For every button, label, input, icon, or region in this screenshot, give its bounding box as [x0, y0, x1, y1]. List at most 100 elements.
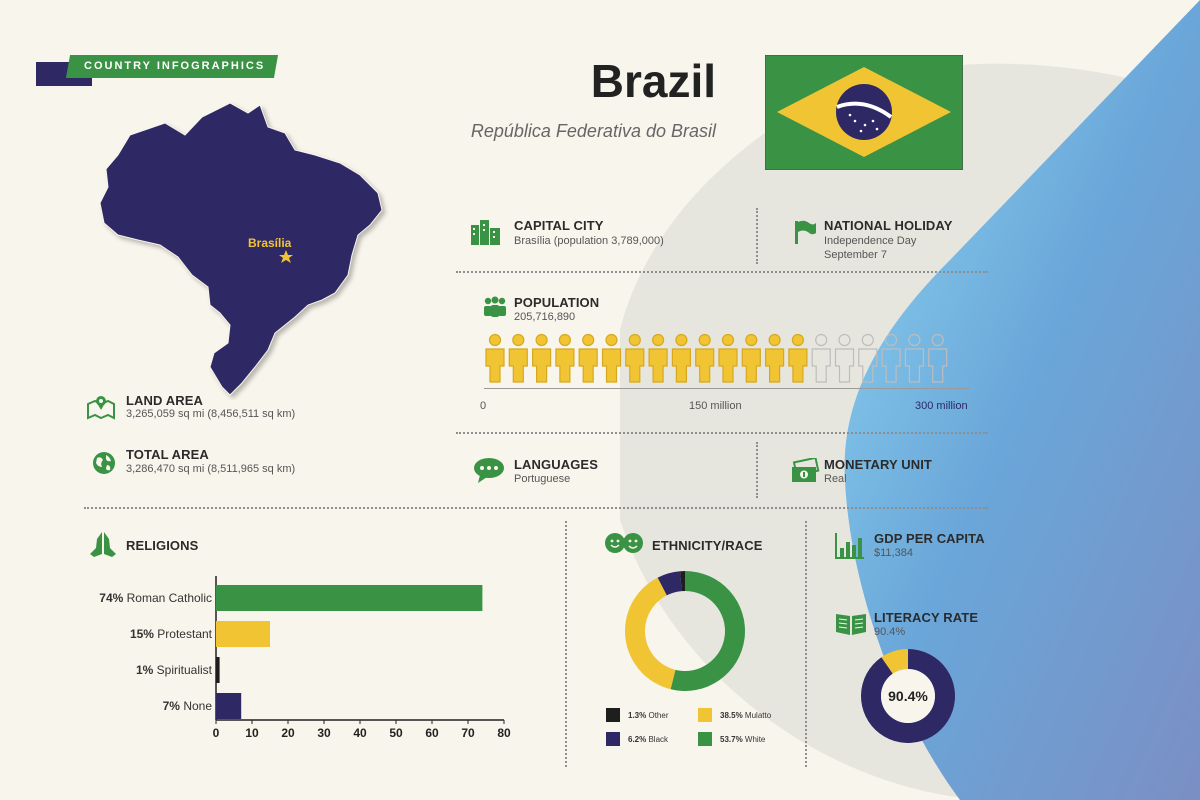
banner-label: COUNTRY INFOGRAPHICS — [84, 60, 266, 72]
x-tick-label: 40 — [353, 726, 367, 740]
person-icon-filled — [671, 333, 691, 383]
divider-line — [456, 271, 988, 273]
person-icon-empty — [928, 333, 948, 383]
legend-swatch-white — [698, 732, 712, 746]
religions-title: RELIGIONS — [126, 538, 199, 553]
map-capital-label: Brasília — [248, 236, 292, 250]
globe-icon — [93, 452, 115, 474]
legend-item-white: 53.7% White — [720, 735, 766, 744]
person-icon-filled — [625, 333, 645, 383]
donut-slice — [657, 571, 682, 596]
land-area-value: 3,265,059 sq mi (8,456,511 sq km) — [126, 408, 296, 420]
donut-slice — [680, 571, 685, 592]
blue-swoosh-shape — [844, 0, 1200, 800]
bar-category-label: 7% None — [163, 699, 213, 713]
bar-category-label: 74% Roman Catholic — [99, 591, 212, 605]
praying-hands-icon — [90, 532, 116, 557]
x-tick-label: 10 — [245, 726, 259, 740]
donut-hole — [881, 669, 935, 723]
person-icon-empty — [834, 333, 855, 383]
brazil-flag — [765, 55, 963, 170]
languages-value: Portuguese — [514, 473, 571, 485]
person-icon-filled — [648, 333, 668, 383]
population-title: POPULATION — [514, 295, 600, 310]
divider-line — [456, 432, 988, 434]
faces-icon — [605, 533, 643, 553]
divider-line — [805, 521, 807, 767]
flag-icon — [795, 220, 816, 244]
holiday-title: NATIONAL HOLIDAY — [824, 218, 953, 233]
person-icon-filled — [508, 333, 528, 383]
capital-value: Brasília (population 3,789,000) — [514, 235, 664, 247]
person-icon-empty — [858, 333, 878, 383]
person-icon-filled — [788, 333, 808, 383]
religions-bar-chart: 74% Roman Catholic 15% Protestant 1% Spiri… — [99, 576, 511, 740]
capital-title: CAPITAL CITY — [514, 218, 604, 233]
holiday-line2: September 7 — [824, 249, 887, 261]
monetary-title: MONETARY UNIT — [824, 457, 932, 472]
total-area-value: 3,286,470 sq mi (8,511,965 sq km) — [126, 463, 296, 475]
official-name: República Federativa do Brasil — [470, 121, 716, 141]
gdp-title: GDP PER CAPITA — [874, 531, 985, 546]
person-icon-empty — [904, 333, 924, 383]
speech-bubble-icon — [474, 458, 504, 483]
person-icon-filled — [741, 333, 761, 383]
x-tick-label: 80 — [497, 726, 511, 740]
total-area-title: TOTAL AREA — [126, 447, 209, 462]
person-icon-filled — [555, 333, 575, 383]
bar-category-label: 15% Protestant — [130, 627, 213, 641]
x-tick-label: 0 — [213, 726, 220, 740]
legend-swatch-other — [606, 708, 620, 722]
divider-line — [565, 521, 567, 767]
population-axis-label: 0 — [480, 400, 487, 412]
languages-title: LANGUAGES — [514, 457, 598, 472]
literacy-donut-chart: 90.4% — [861, 649, 955, 743]
population-pictograph — [485, 333, 948, 383]
page-title: Brazil — [590, 55, 716, 107]
ethnicity-donut-chart — [625, 571, 745, 691]
population-axis-label: 300 million — [915, 400, 968, 412]
person-icon-filled — [601, 333, 622, 383]
x-tick-label: 20 — [281, 726, 295, 740]
holiday-line1: Independence Day — [824, 235, 917, 247]
population-axis-line — [484, 388, 970, 389]
legend-swatch-black — [606, 732, 620, 746]
brazil-map — [99, 102, 383, 396]
population-axis-label: 150 million — [689, 400, 742, 412]
literacy-title: LITERACY RATE — [874, 610, 979, 625]
x-tick-label: 70 — [461, 726, 475, 740]
map-pin-icon — [87, 396, 115, 420]
capital-star-icon — [279, 250, 293, 263]
gdp-value: $11,384 — [874, 547, 913, 559]
divider-line — [756, 442, 758, 498]
open-book-icon — [836, 614, 866, 635]
literacy-center-label: 90.4% — [888, 688, 928, 704]
bar-chart-icon — [835, 533, 864, 559]
ethnicity-title: ETHNICITY/RACE — [652, 538, 763, 553]
people-icon — [484, 296, 506, 317]
divider-line — [84, 507, 988, 509]
land-area-title: LAND AREA — [126, 393, 203, 408]
person-icon-filled — [532, 333, 552, 383]
x-tick-label: 30 — [317, 726, 331, 740]
legend-swatch-mulatto — [698, 708, 712, 722]
religion-bar — [216, 693, 242, 719]
literacy-value: 90.4% — [874, 626, 906, 638]
person-icon-filled — [695, 333, 715, 383]
person-icon-filled — [718, 333, 738, 383]
donut-slice — [881, 649, 909, 674]
legend-item-black: 6.2% Black — [628, 735, 669, 744]
monetary-value: Real — [824, 473, 847, 485]
religion-bar — [216, 621, 270, 647]
donut-slice — [625, 577, 676, 690]
person-icon-empty — [811, 333, 831, 383]
donut-slice — [861, 649, 955, 743]
banknote-icon — [792, 458, 820, 482]
x-tick-label: 60 — [425, 726, 439, 740]
population-value: 205,716,890 — [514, 311, 576, 323]
legend-item-mulatto: 38.5% Mulatto — [720, 711, 772, 720]
religion-bar — [216, 657, 220, 683]
bar-category-label: 1% Spiritualist — [136, 663, 213, 677]
